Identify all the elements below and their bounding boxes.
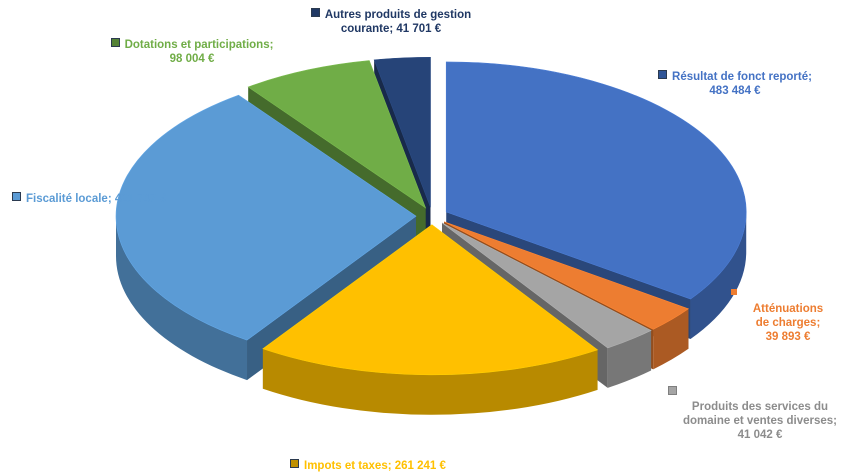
label-autres-produits: Autres produits de gestion courante; 41 …	[296, 8, 486, 36]
pie-slice	[444, 221, 690, 330]
legend-marker	[12, 192, 21, 201]
pie-slice	[247, 60, 427, 209]
legend-marker	[310, 8, 320, 17]
label-dotations-line2: 98 004 €	[169, 53, 215, 65]
pie-slice	[441, 222, 652, 349]
legend-marker	[290, 459, 299, 468]
label-produits: Produits des services du domaine et vent…	[668, 400, 852, 442]
pie-slice-side	[653, 308, 689, 370]
label-impots-text: Impots et taxes; 261 241 €	[304, 460, 446, 472]
label-impots: Impots et taxes; 261 241 €	[290, 459, 446, 473]
legend-marker-attenuations	[731, 289, 737, 295]
legend-marker	[110, 38, 120, 47]
label-produits-line3: 41 042 €	[737, 429, 783, 441]
pie-slice-side	[607, 330, 652, 388]
label-resultat: Résultat de fonct reporté; 483 484 €	[640, 70, 830, 98]
label-autres-line2: courante; 41 701 €	[340, 23, 442, 35]
label-dotations: Dotations et participations; 98 004 €	[92, 38, 292, 66]
label-produits-line2: domaine et ventes diverses;	[682, 415, 838, 427]
label-dotations-line1: Dotations et participations;	[124, 39, 274, 51]
label-resultat-line2: 483 484 €	[709, 85, 761, 97]
label-fiscalite: Fiscalité locale; 421 747 €	[12, 192, 166, 206]
label-produits-line1: Produits des services du	[691, 401, 829, 413]
label-attenuations-line1: Atténuations	[752, 303, 824, 315]
label-attenuations-line2: de charges;	[755, 317, 821, 329]
label-attenuations: Atténuations de charges; 39 893 €	[728, 302, 848, 344]
pie-slice	[445, 61, 747, 300]
label-autres-line1: Autres produits de gestion	[324, 9, 472, 21]
legend-marker-produits	[668, 386, 677, 395]
pie-slice-side	[116, 216, 248, 381]
pie-slice-side	[262, 348, 598, 415]
pie-slice	[373, 56, 431, 208]
label-resultat-line1: Résultat de fonct reporté;	[672, 71, 812, 83]
legend-marker	[658, 70, 668, 79]
pie-slice	[115, 94, 417, 341]
pie-slice	[262, 224, 599, 376]
label-attenuations-line3: 39 893 €	[765, 331, 811, 343]
label-fiscalite-text: Fiscalité locale; 421 747 €	[26, 193, 167, 205]
